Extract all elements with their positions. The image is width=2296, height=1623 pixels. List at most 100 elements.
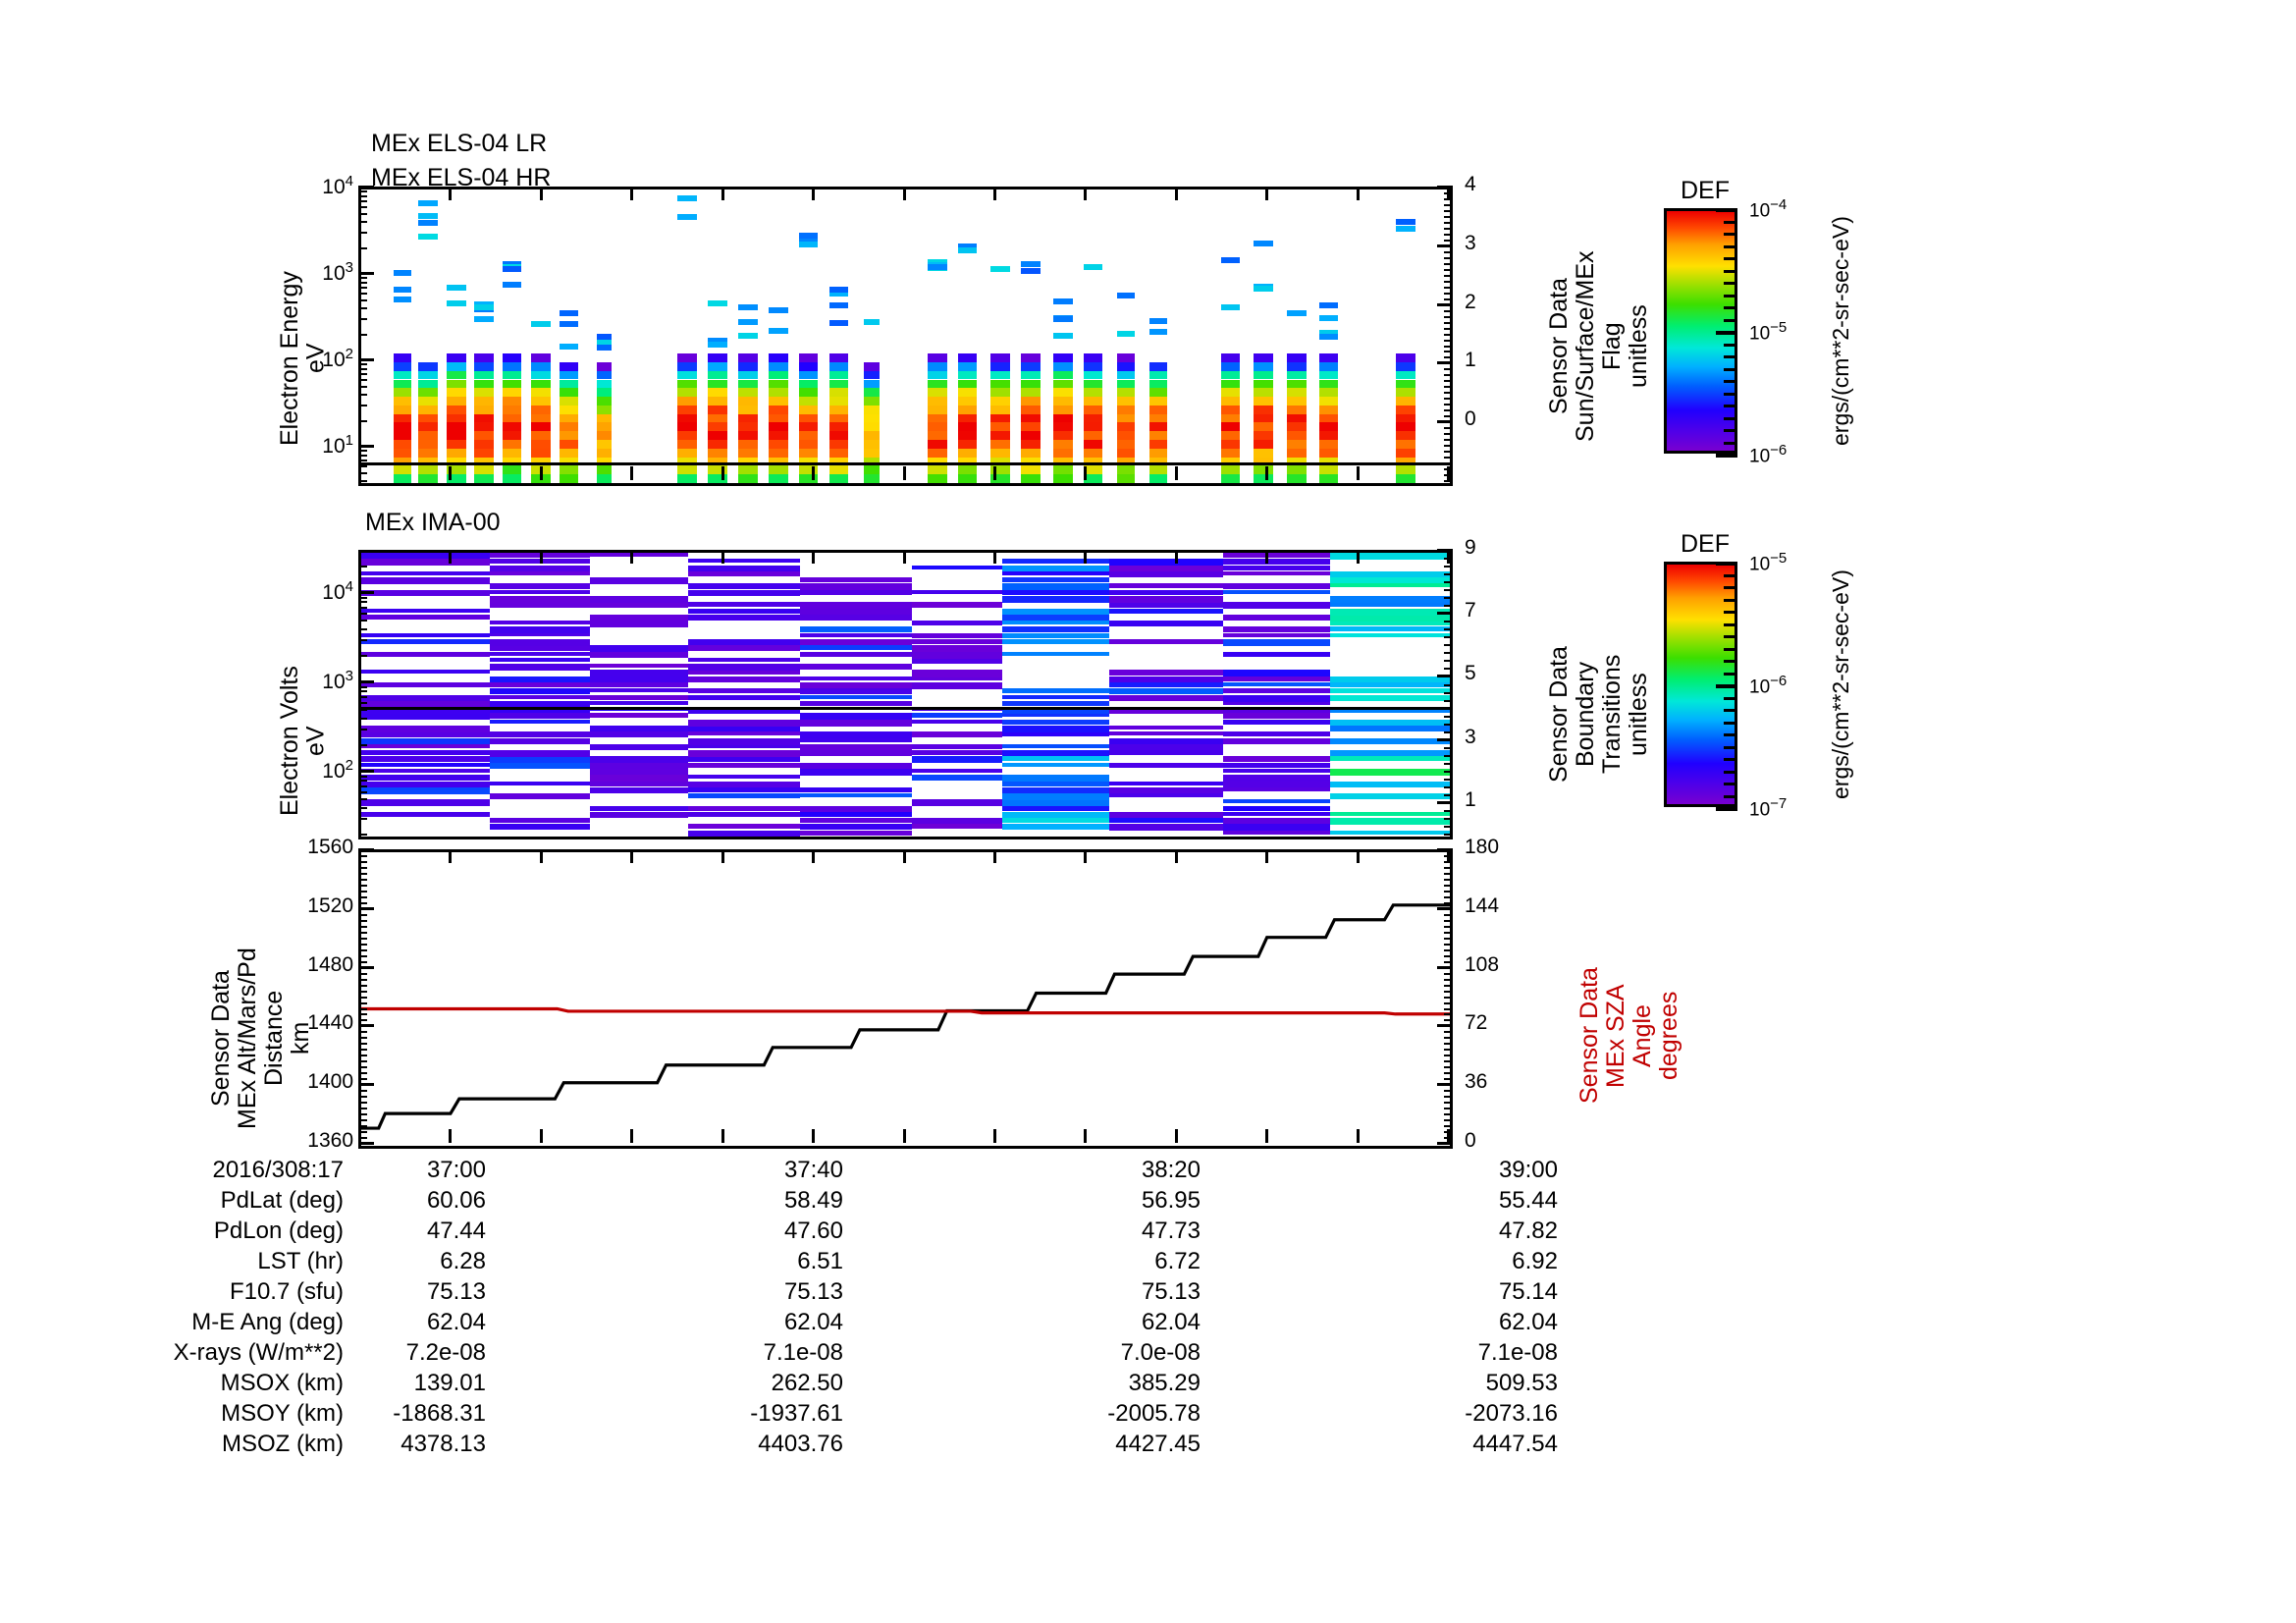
spectrogram-cell [798, 431, 818, 440]
els-right-tick-mark [1437, 186, 1453, 189]
spectrogram-cell [1221, 448, 1240, 458]
els-minor-tick [358, 273, 367, 275]
alt-xtick-top [812, 849, 816, 863]
ima-spectrogram-cell [361, 639, 490, 644]
ima-spectrogram-cell [912, 670, 1003, 677]
spectrogram-cell [737, 397, 758, 406]
els-minor-tick [358, 394, 367, 396]
els-minor-tick [358, 333, 367, 336]
spectrogram-cell [927, 413, 947, 423]
ima-spectrogram-cell [687, 781, 800, 788]
els-minor-tick [358, 298, 367, 301]
els-right-minor-tick [1444, 439, 1453, 442]
spectrogram-cell [394, 413, 411, 423]
spectrogram-cell [676, 388, 697, 398]
spectrogram-cell [957, 465, 977, 475]
colorbar-tick-mark [1724, 586, 1737, 589]
colorbar-tick-mark [1724, 392, 1737, 396]
spectrogram-cell [1116, 440, 1136, 449]
sza-minor-tick [1444, 872, 1453, 875]
spectrogram-cell [707, 474, 727, 483]
ima-right-minor-tick [1444, 785, 1453, 788]
ima-xtick [1356, 550, 1360, 564]
ima-spectrogram-cell [912, 743, 1003, 750]
els-ytick-1: 101 [322, 431, 353, 458]
ima-spectrogram-cell [1108, 565, 1224, 571]
ima-spectrogram-cell [1330, 756, 1450, 761]
colorbar-tick-mark [1724, 220, 1737, 224]
ima-right-minor-tick [1444, 636, 1453, 639]
spectrogram-cell [596, 405, 612, 414]
ima-spectrogram-cell [1108, 583, 1224, 588]
spectrogram-cell [446, 413, 466, 423]
spectrogram-cell [474, 397, 495, 406]
spectrogram-cell [1148, 405, 1167, 414]
table-row-label: X-rays (W/m**2) [173, 1339, 344, 1366]
ima-spectrogram-cell [1002, 589, 1109, 595]
spectrogram-cell [446, 457, 466, 466]
ima-spectrogram-cell [489, 602, 590, 608]
ima-spectrogram-cell [1108, 743, 1224, 751]
panel-els-plot[interactable] [358, 187, 1453, 486]
spectrogram-cell [676, 422, 697, 432]
spectrogram-cell [676, 397, 697, 406]
sza-minor-tick [1444, 978, 1453, 981]
ima-right-minor-tick [1444, 668, 1453, 671]
ima-spectrogram-cell [489, 589, 590, 595]
ima-spectrogram-cell [1002, 775, 1109, 782]
alt-minor-tick [358, 943, 367, 946]
spectrogram-cell-hi [1053, 315, 1074, 322]
ima-xtick [1265, 550, 1269, 564]
ima-spectrogram-cell [1108, 688, 1224, 694]
ima-spectrogram-cell [589, 596, 688, 603]
ima-spectrogram-cell [799, 811, 913, 817]
ima-spectrogram-cell [912, 775, 1003, 782]
spectrogram-cell [474, 457, 495, 466]
spectrogram-cell [676, 440, 697, 449]
spectrogram-cell [1254, 431, 1274, 440]
spectrogram-cell [1148, 465, 1167, 475]
colorbar-tick-mark [1724, 282, 1737, 285]
els-xtick [902, 187, 906, 200]
colorbar-1-unit: ergs/(cm**2-sr-sec-eV) [1828, 216, 1853, 447]
els-right-minor-tick [1444, 239, 1453, 242]
ima-spectrogram-cell [1330, 553, 1450, 560]
sza-minor-tick [1444, 948, 1453, 951]
els-right-label-line3: Flag [1598, 322, 1626, 370]
els-right-minor-tick [1444, 227, 1453, 230]
spectrogram-cell [417, 379, 438, 389]
ima-spectrogram-cell [1002, 750, 1109, 756]
spectrogram-cell-hi [1116, 293, 1136, 299]
ima-spectrogram-cell [912, 768, 1003, 774]
els-right-minor-tick [1444, 451, 1453, 454]
panel-ima-plot[interactable] [358, 550, 1453, 839]
spectrogram-cell-hi [957, 243, 977, 249]
sza-minor-tick [1444, 1007, 1453, 1010]
spectrogram-cell [1395, 353, 1415, 362]
ima-spectrogram-cell [912, 713, 1003, 719]
ima-spectrogram-cell [1223, 799, 1330, 804]
els-right-minor-tick [1444, 457, 1453, 460]
panel-alt-plot[interactable] [358, 849, 1453, 1149]
ima-minor-tick [358, 744, 367, 746]
spectrogram-cell [446, 440, 466, 449]
sza-minor-tick [1444, 895, 1453, 898]
ima-spectrogram-cell [1002, 639, 1109, 645]
colorbar-tick-mark [1716, 684, 1737, 688]
table-cell: 6.51 [797, 1248, 843, 1274]
spectrogram-cell-hi [1254, 240, 1274, 246]
ima-spectrogram-cell [1330, 725, 1450, 731]
spectrogram-cell [596, 361, 612, 371]
ima-spectrogram-cell [1108, 750, 1224, 756]
ima-spectrogram-cell [687, 589, 800, 596]
spectrogram-cell-hi [1053, 298, 1074, 305]
ima-spectrogram-cell [1108, 786, 1224, 794]
table-row-label: 2016/308:17 [212, 1157, 344, 1183]
ima-spectrogram-cell [687, 602, 800, 607]
ima-right-minor-tick [1444, 770, 1453, 773]
ima-minor-tick [358, 717, 367, 720]
ima-minor-tick [358, 790, 367, 793]
ima-spectrogram-cell [589, 681, 688, 687]
spectrogram-cell [503, 465, 522, 475]
sza-minor-tick [1444, 1049, 1453, 1052]
